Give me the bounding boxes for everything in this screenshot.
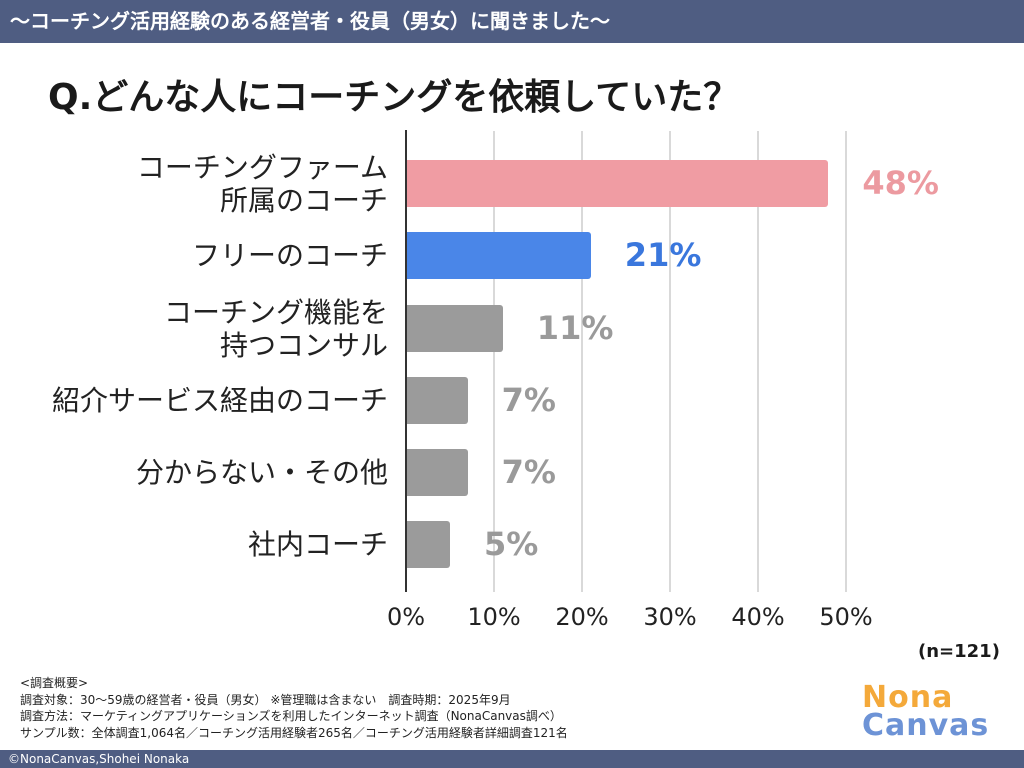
logo-text-nona: Nona (862, 680, 954, 715)
bar-in-house-coach (406, 521, 450, 568)
survey-target: 調査対象：30〜59歳の経営者・役員（男女） ※管理職は含まない 調査時期：20… (20, 692, 511, 707)
x-tick-label: 10% (467, 603, 521, 631)
x-tick-label: 0% (386, 603, 426, 631)
x-gridline (669, 131, 671, 592)
footer-bar: ©NonaCanvas,Shohei Nonaka (0, 750, 1024, 768)
bar-coaching-firm-coach (406, 160, 829, 207)
value-label: 7% (501, 453, 556, 491)
category-label: コーチングファーム 所属のコーチ (136, 150, 388, 217)
survey-summary: <調査概要> 調査対象：30〜59歳の経営者・役員（男女） ※管理職は含まない … (20, 675, 568, 741)
x-tick-label: 50% (819, 603, 873, 631)
chart-title: Q.どんな人にコーチングを依頼していた？ (48, 77, 740, 118)
banner-text: 〜コーチング活用経験のある経営者・役員（男女）に聞きました〜 (10, 9, 610, 33)
bar-consultant-with-coaching (406, 305, 503, 352)
value-label: 48% (862, 164, 939, 202)
x-gridline (757, 131, 759, 592)
bar-freelance-coach (406, 232, 591, 279)
value-label: 21% (624, 236, 702, 274)
value-label: 11% (536, 309, 614, 347)
bar-unknown-other (406, 449, 468, 496)
bar-row: 分からない・その他 7% (0, 449, 1024, 496)
x-gridline (581, 131, 583, 592)
sample-size-label: (n=121) (918, 641, 1000, 662)
bar-row: 社内コーチ 5% (0, 521, 1024, 568)
x-tick-label: 40% (731, 603, 785, 631)
x-gridline (493, 131, 495, 592)
header-banner: 〜コーチング活用経験のある経営者・役員（男女）に聞きました〜 (0, 0, 1024, 43)
copyright-text: ©NonaCanvas,Shohei Nonaka (8, 752, 190, 766)
category-label: 分からない・その他 (135, 456, 388, 489)
survey-heading: <調査概要> (20, 676, 89, 690)
value-label: 7% (501, 381, 556, 419)
category-label: 社内コーチ (247, 528, 388, 561)
bar-row: 紹介サービス経由のコーチ 7% (0, 377, 1024, 424)
logo-text-canvas: Canvas (862, 708, 990, 743)
category-label: コーチング機能を 持つコンサル (163, 295, 388, 362)
nonacanvas-logo: Nona Canvas (862, 680, 990, 743)
bar-row: コーチングファーム 所属のコーチ 48% (0, 150, 1024, 217)
survey-sample: サンプル数：全体調査1,064名／コーチング活用経験者265名／コーチング活用経… (20, 725, 568, 740)
category-label: フリーのコーチ (191, 239, 388, 272)
category-label: 紹介サービス経由のコーチ (51, 384, 388, 417)
survey-method: 調査方法：マーケティングアプリケーションズを利用したインターネット調査（Nona… (20, 709, 562, 723)
y-axis-line (405, 130, 407, 592)
bar-row: フリーのコーチ 21% (0, 232, 1024, 279)
bar-row: コーチング機能を 持つコンサル 11% (0, 295, 1024, 362)
bar-chart: コーチングファーム 所属のコーチ 48% フリーのコーチ 21% コーチング機能… (0, 130, 1024, 631)
bar-referral-service-coach (406, 377, 468, 424)
value-label: 5% (484, 525, 539, 563)
x-gridline (845, 131, 847, 592)
x-tick-label: 20% (555, 603, 609, 631)
x-tick-label: 30% (643, 603, 697, 631)
